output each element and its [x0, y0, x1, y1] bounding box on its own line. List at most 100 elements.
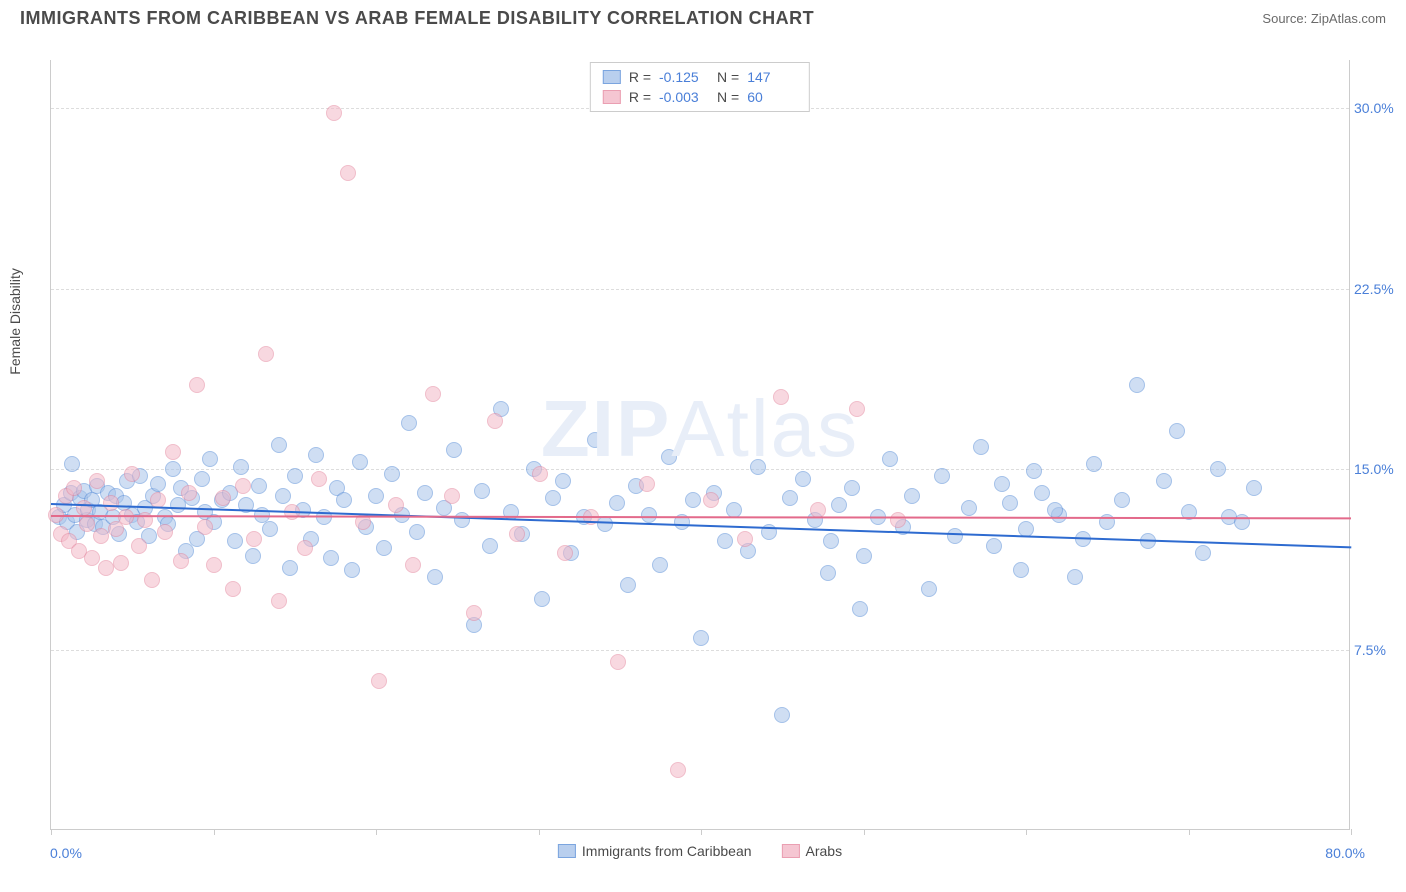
- data-point: [795, 471, 811, 487]
- legend-series-label: Immigrants from Caribbean: [582, 843, 752, 859]
- x-tick: [701, 829, 702, 835]
- data-point: [534, 591, 550, 607]
- data-point: [1047, 502, 1063, 518]
- x-tick: [539, 829, 540, 835]
- data-point: [1129, 377, 1145, 393]
- data-point: [165, 461, 181, 477]
- data-point: [773, 389, 789, 405]
- data-point: [823, 533, 839, 549]
- legend-swatch: [603, 70, 621, 84]
- n-value: 60: [747, 89, 797, 105]
- data-point: [921, 581, 937, 597]
- data-point: [1026, 463, 1042, 479]
- data-point: [376, 540, 392, 556]
- data-point: [994, 476, 1010, 492]
- source-label: Source:: [1262, 11, 1307, 26]
- data-point: [245, 548, 261, 564]
- data-point: [446, 442, 462, 458]
- data-point: [84, 550, 100, 566]
- legend-series-item: Immigrants from Caribbean: [558, 843, 752, 859]
- data-point: [717, 533, 733, 549]
- data-point: [66, 480, 82, 496]
- data-point: [1002, 495, 1018, 511]
- data-point: [620, 577, 636, 593]
- data-point: [405, 557, 421, 573]
- data-point: [157, 524, 173, 540]
- grid-line: [51, 650, 1349, 651]
- data-point: [98, 560, 114, 576]
- data-point: [181, 485, 197, 501]
- data-point: [227, 533, 243, 549]
- data-point: [388, 497, 404, 513]
- watermark-bold: ZIP: [541, 384, 671, 473]
- data-point: [1156, 473, 1172, 489]
- data-point: [124, 466, 140, 482]
- data-point: [545, 490, 561, 506]
- r-value: -0.003: [659, 89, 709, 105]
- data-point: [639, 476, 655, 492]
- data-point: [532, 466, 548, 482]
- data-point: [235, 478, 251, 494]
- grid-line: [51, 289, 1349, 290]
- r-label: R =: [629, 89, 651, 105]
- data-point: [282, 560, 298, 576]
- data-point: [297, 540, 313, 556]
- data-point: [703, 492, 719, 508]
- data-point: [352, 454, 368, 470]
- data-point: [1067, 569, 1083, 585]
- data-point: [189, 377, 205, 393]
- data-point: [973, 439, 989, 455]
- scatter-chart: ZIPAtlas R =-0.125N =147R =-0.003N =60 I…: [50, 60, 1350, 830]
- data-point: [693, 630, 709, 646]
- data-point: [76, 500, 92, 516]
- data-point: [820, 565, 836, 581]
- data-point: [64, 456, 80, 472]
- data-point: [137, 512, 153, 528]
- legend-series-item: Arabs: [782, 843, 843, 859]
- legend-swatch: [782, 844, 800, 858]
- data-point: [1086, 456, 1102, 472]
- data-point: [831, 497, 847, 513]
- data-point: [368, 488, 384, 504]
- data-point: [251, 478, 267, 494]
- data-point: [287, 468, 303, 484]
- data-point: [308, 447, 324, 463]
- source-attribution: Source: ZipAtlas.com: [1262, 11, 1386, 26]
- data-point: [661, 449, 677, 465]
- legend-swatch: [558, 844, 576, 858]
- data-point: [323, 550, 339, 566]
- data-point: [258, 346, 274, 362]
- data-point: [170, 497, 186, 513]
- data-point: [427, 569, 443, 585]
- data-point: [401, 415, 417, 431]
- watermark-light: Atlas: [671, 384, 859, 473]
- data-point: [1034, 485, 1050, 501]
- data-point: [610, 654, 626, 670]
- series-legend: Immigrants from Caribbean Arabs: [558, 843, 842, 859]
- y-tick-label: 22.5%: [1354, 281, 1404, 297]
- data-point: [89, 473, 105, 489]
- data-point: [103, 495, 119, 511]
- data-point: [225, 581, 241, 597]
- data-point: [275, 488, 291, 504]
- data-point: [233, 459, 249, 475]
- data-point: [597, 516, 613, 532]
- data-point: [173, 553, 189, 569]
- data-point: [417, 485, 433, 501]
- data-point: [1210, 461, 1226, 477]
- data-point: [466, 605, 482, 621]
- data-point: [311, 471, 327, 487]
- data-point: [262, 521, 278, 537]
- data-point: [1169, 423, 1185, 439]
- data-point: [782, 490, 798, 506]
- data-point: [882, 451, 898, 467]
- data-point: [1013, 562, 1029, 578]
- data-point: [737, 531, 753, 547]
- data-point: [852, 601, 868, 617]
- data-point: [165, 444, 181, 460]
- data-point: [131, 538, 147, 554]
- data-point: [454, 512, 470, 528]
- y-tick-label: 30.0%: [1354, 100, 1404, 116]
- watermark: ZIPAtlas: [541, 383, 859, 475]
- data-point: [326, 105, 342, 121]
